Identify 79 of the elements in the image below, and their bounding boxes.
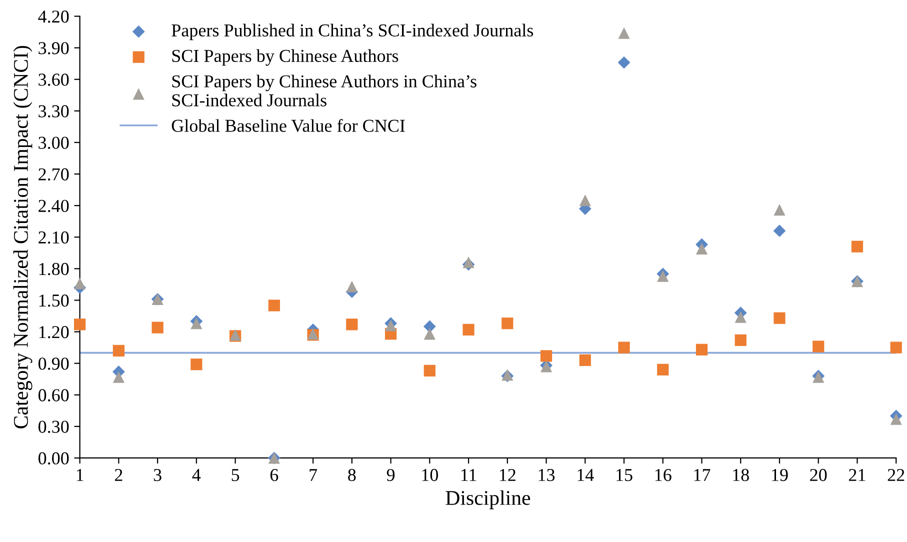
y-tick-label: 3.30 — [38, 105, 69, 118]
legend-label: SCI Papers by Chinese Authors in China’s SCI-indexed Journals — [172, 74, 476, 106]
x-tick-label: 17 — [694, 469, 710, 481]
y-tick-label: 4.20 — [38, 10, 69, 23]
x-tick-label: 11 — [461, 469, 476, 481]
point — [812, 340, 824, 352]
point — [851, 240, 864, 252]
point — [774, 312, 786, 324]
y-tick-label: 3.60 — [38, 74, 69, 86]
x-tick-label: 9 — [386, 468, 395, 482]
x-tick-label: 6 — [270, 468, 278, 482]
y-axis-title: Category Normalized Citation Impact (CNCI) — [13, 46, 32, 428]
x-tick-label: 2 — [114, 468, 122, 481]
x-tick-label: 1 — [76, 469, 84, 481]
x-axis-title: Discipline — [446, 490, 530, 510]
x-tick-label: 12 — [500, 468, 516, 481]
point — [773, 224, 786, 238]
point — [657, 270, 669, 282]
point — [112, 371, 124, 383]
x-tick-label: 19 — [772, 468, 788, 482]
x-tick-label: 13 — [538, 468, 555, 482]
point — [696, 242, 708, 255]
x-tick-label: 15 — [616, 469, 632, 482]
x-tick-label: 22 — [888, 468, 904, 481]
y-tick-label: 1.80 — [39, 262, 69, 276]
point — [890, 413, 902, 425]
y-tick-label: 0.60 — [38, 389, 69, 402]
point — [734, 311, 746, 323]
y-tick-label: 0.00 — [38, 452, 69, 465]
y-tick-label: 2.70 — [38, 168, 69, 181]
point — [424, 328, 436, 340]
point — [268, 300, 280, 312]
point — [346, 280, 358, 292]
point — [734, 334, 746, 346]
point — [152, 322, 164, 334]
x-tick-label: 5 — [232, 469, 240, 482]
x-tick-label: 3 — [154, 468, 162, 482]
point — [462, 256, 474, 268]
x-tick-label: 21 — [849, 468, 866, 481]
point — [190, 318, 202, 330]
point — [579, 194, 591, 206]
x-tick-label: 10 — [422, 468, 438, 482]
point — [696, 344, 708, 356]
x-tick-label: 4 — [192, 469, 201, 481]
point — [618, 27, 630, 39]
x-tick-label: 8 — [348, 468, 356, 482]
x-tick-label: 20 — [810, 468, 827, 482]
legend-label: SCI Papers by Chinese Authors — [172, 49, 398, 66]
point — [890, 342, 902, 354]
point — [618, 56, 630, 69]
point — [502, 318, 514, 330]
point — [462, 324, 474, 336]
point — [74, 318, 86, 330]
x-tick-label: 7 — [310, 469, 318, 481]
x-tick-label: 14 — [578, 469, 594, 481]
legend-label: Papers Published in China’s SCI-indexed Journals — [172, 24, 534, 40]
y-tick-label: 0.30 — [38, 420, 69, 433]
y-tick-label: 2.10 — [38, 231, 69, 244]
point — [384, 320, 397, 332]
point — [774, 204, 786, 216]
point — [540, 350, 552, 362]
point — [190, 358, 202, 370]
point — [346, 318, 358, 330]
y-tick-label: 1.20 — [39, 326, 69, 338]
y-tick-label: 1.50 — [39, 294, 69, 307]
point — [74, 278, 86, 290]
point — [423, 320, 436, 333]
point — [112, 344, 124, 357]
y-tick-label: 3.90 — [38, 42, 69, 54]
y-tick-label: 3.00 — [38, 136, 69, 149]
y-tick-label: 0.90 — [38, 358, 69, 370]
point — [657, 364, 669, 376]
x-tick-label: 18 — [733, 468, 749, 482]
point — [424, 364, 436, 377]
point — [579, 354, 591, 366]
legend-label: Global Baseline Value for CNCI — [172, 119, 405, 132]
x-tick-label: 16 — [655, 468, 672, 482]
y-tick-label: 2.40 — [38, 200, 69, 212]
point — [618, 342, 630, 354]
